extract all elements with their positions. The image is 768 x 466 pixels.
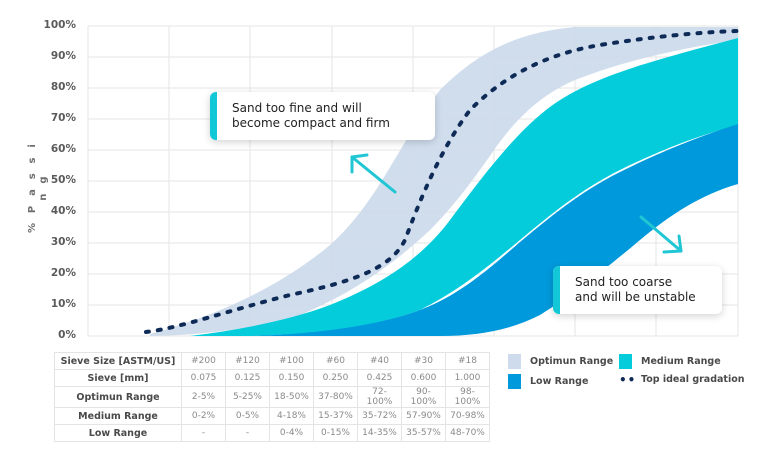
table-cell: 0.425 (357, 369, 402, 387)
legend-item-medium: Medium Range (619, 354, 721, 369)
table-cell: #200 (181, 352, 226, 370)
table-row-medium: Medium Range 0-2% 0-5% 4-18% 15-37% 35-7… (54, 407, 490, 425)
optimum-swatch-icon (508, 354, 521, 369)
callout-text-line1: Sand too fine and will (232, 101, 362, 115)
table-cell: #100 (269, 352, 314, 370)
table-cell: 0-4% (269, 424, 314, 442)
medium-range-area (190, 38, 738, 336)
low-range-area (250, 124, 738, 336)
table-cell: 90-100% (401, 386, 446, 408)
row-header: Sieve [mm] (54, 369, 182, 387)
table-cell: 0.250 (313, 369, 358, 387)
table-cell: #120 (225, 352, 270, 370)
legend-label: Optimun Range (530, 356, 614, 367)
legend-label: Medium Range (641, 356, 721, 367)
table-cell: 57-90% (401, 407, 446, 425)
y-tick-30: 30% (50, 236, 76, 248)
table-cell: 4-18% (269, 407, 314, 425)
low-swatch-icon (508, 374, 521, 389)
y-tick-60: 60% (50, 143, 76, 155)
table-cell: 35-57% (401, 424, 446, 442)
y-tick-80: 80% (50, 81, 76, 93)
table-cell: - (181, 424, 226, 442)
table-cell: 0-2% (181, 407, 226, 425)
y-tick-90: 90% (50, 50, 76, 62)
row-header: Sieve Size [ASTM/US] (54, 352, 182, 370)
y-tick-20: 20% (50, 267, 76, 279)
table-cell: #60 (313, 352, 358, 370)
table-row-optimum: Optimun Range 2-5% 5-25% 18-50% 37-80% 7… (54, 386, 490, 408)
y-tick-10: 10% (50, 298, 76, 310)
legend-label: Top ideal gradation (641, 374, 745, 385)
legend-item-optimum: Optimun Range (508, 354, 613, 369)
table-cell: 2-5% (181, 386, 226, 408)
callout-text-line2: become compact and firm (232, 116, 390, 130)
y-tick-40: 40% (50, 205, 76, 217)
table-row-low: Low Range - - 0-4% 0-15% 14-35% 35-57% 4… (54, 424, 490, 442)
table-cell: 72-100% (357, 386, 402, 408)
legend-item-ideal: •• Top ideal gradation (619, 372, 745, 387)
table-cell: 0.075 (181, 369, 226, 387)
table-cell: 0.600 (401, 369, 446, 387)
table-cell: #18 (445, 352, 490, 370)
table-cell: 48-70% (445, 424, 490, 442)
y-tick-100: 100% (43, 19, 76, 31)
callout-too-fine: Sand too fine and will become compact an… (210, 92, 435, 140)
y-tick-0: 0% (58, 329, 76, 341)
y-tick-70: 70% (50, 112, 76, 124)
callout-text-line2: and will be unstable (575, 290, 696, 304)
medium-swatch-icon (619, 354, 632, 369)
table-cell: 70-98% (445, 407, 490, 425)
callout-accent-bar (210, 92, 217, 140)
table-cell: 0-15% (313, 424, 358, 442)
row-header: Optimun Range (54, 386, 182, 408)
table-cell: 0-5% (225, 407, 270, 425)
table-cell: - (225, 424, 270, 442)
table-cell: #40 (357, 352, 402, 370)
row-header: Medium Range (54, 407, 182, 425)
arrow-down-right-icon (639, 215, 683, 254)
table-cell: 0.150 (269, 369, 314, 387)
table-cell: 98-100% (445, 386, 490, 408)
callout-accent-bar (553, 266, 560, 314)
table-cell: 0.125 (225, 369, 270, 387)
table-cell: 37-80% (313, 386, 358, 408)
table-cell: 15-37% (313, 407, 358, 425)
table-cell: #30 (401, 352, 446, 370)
dotted-line-icon: •• (619, 372, 637, 387)
arrow-up-left-icon (350, 153, 397, 194)
table-cell: 35-72% (357, 407, 402, 425)
table-row-sieve-size: Sieve Size [ASTM/US] #200 #120 #100 #60 … (54, 352, 490, 370)
y-tick-50: 50% (50, 174, 76, 186)
callout-text-line1: Sand too coarse (575, 275, 673, 289)
optimum-range-area (150, 27, 738, 336)
table-cell: 1.000 (445, 369, 490, 387)
row-header: Low Range (54, 424, 182, 442)
legend-label: Low Range (530, 376, 589, 387)
sieve-table: Sieve Size [ASTM/US] #200 #120 #100 #60 … (54, 352, 490, 442)
table-cell: 18-50% (269, 386, 314, 408)
table-cell: 5-25% (225, 386, 270, 408)
table-cell: 14-35% (357, 424, 402, 442)
table-row-sieve-mm: Sieve [mm] 0.075 0.125 0.150 0.250 0.425… (54, 369, 490, 387)
legend-item-low: Low Range (508, 374, 588, 389)
ideal-gradation-line (144, 29, 740, 334)
callout-too-coarse: Sand too coarse and will be unstable (553, 266, 722, 314)
